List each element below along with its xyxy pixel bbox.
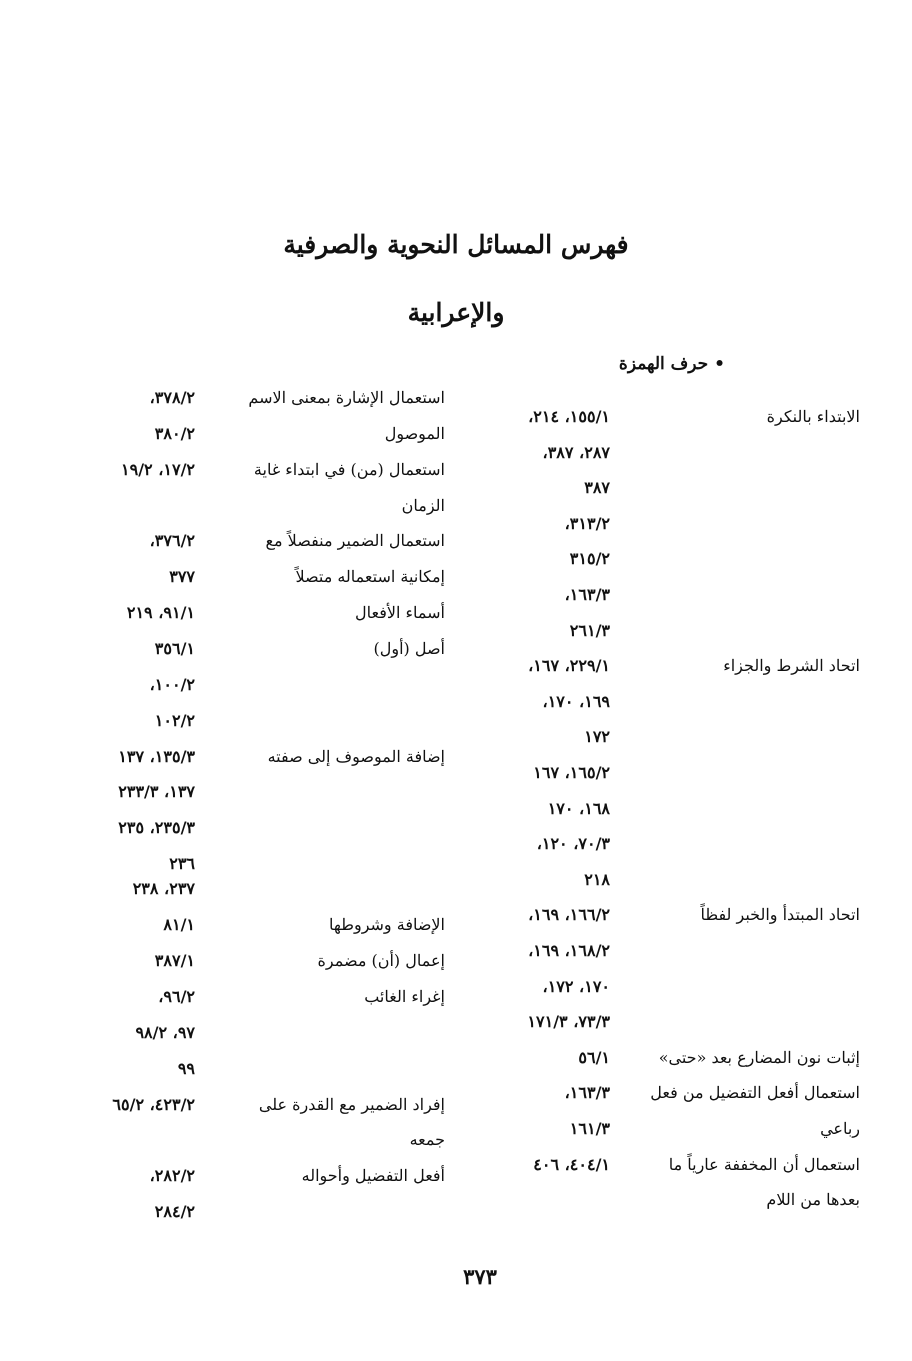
index-entry-page-refs: ١٦٩، ١٧٠، (542, 691, 610, 711)
page-number: ٣٧٣ (463, 1264, 497, 1289)
index-entry-label: إغراء الغائب (364, 986, 445, 1006)
section-heading-text: حرف الهمزة (618, 354, 709, 374)
index-entry-page-refs: ٤٢٣/٢، ٦٥/٢ (112, 1094, 195, 1114)
index-entry-label: إمكانية استعماله متصلاً (295, 567, 445, 587)
index-entry-page-refs: ٢٣٧، ٢٣٨ (132, 879, 195, 899)
index-entry-page-refs: ٢٣٥/٣، ٢٣٥ (118, 818, 195, 838)
index-entry-page-refs: ٥٦/١ (578, 1047, 610, 1067)
index-entry-page-refs: ٣١٥/٢ (569, 549, 610, 569)
index-entry-label: أصل (أول) (373, 638, 445, 658)
index-entry-page-refs: ٩٧، ٩٨/٢ (135, 1022, 195, 1042)
index-entry-label: الإضافة وشروطها (328, 915, 445, 935)
index-entry-page-refs: ٢٢٩/١، ١٦٧، (528, 656, 610, 676)
index-entry-page-refs: ١٧/٢، ١٩/٢ (121, 459, 195, 479)
index-entry-page-refs: ٣٧٨/٢، (149, 388, 195, 407)
index-entry-page-refs: ١٣٧، ٢٣٣/٣ (118, 782, 195, 802)
index-entry-page-refs: ١٥٥/١، ٢١٤، (528, 407, 610, 426)
index-entry-page-refs: ١٧٢ (584, 727, 610, 747)
index-entry-page-refs: ١٦٦/٢، ١٦٩، (528, 905, 610, 925)
index-entry-page-refs: ٧٠/٣، ١٢٠، (536, 834, 610, 854)
index-entry-page-refs: ١٦٨، ١٧٠ (547, 798, 610, 818)
index-entry-page-refs: ١٠٢/٢ (154, 710, 195, 730)
index-entry-page-refs: ٣٨٧ (584, 478, 610, 498)
index-entry-label: الزمان (401, 495, 445, 515)
index-entry-page-refs: ٣١٣/٢، (564, 513, 610, 533)
index-entry-label: إثبات نون المضارع بعد «حتى» (658, 1047, 860, 1067)
index-entry-page-refs: ٢٣٦ (169, 854, 195, 874)
index-entry-label: استعمال الضمير منفصلاً مع (265, 531, 445, 551)
index-entry-label: اتحاد الشرط والجزاء (723, 656, 860, 676)
index-entry-page-refs: ٣٥٦/١ (154, 638, 195, 658)
index-entry-label: جمعه (409, 1130, 445, 1150)
index-entry-label: بعدها من اللام (766, 1190, 860, 1210)
index-entry-page-refs: ٤٠٤/١، ٤٠٦ (533, 1154, 610, 1174)
index-entry-label: الموصول (384, 423, 445, 443)
index-entry-page-refs: ٩٦/٢، (158, 986, 195, 1006)
index-entry-label: رباعي (820, 1119, 860, 1138)
index-entry-page-refs: ١٦٣/٣، (564, 1083, 610, 1103)
index-entry-page-refs: ٧٣/٣، ١٧١/٣ (527, 1012, 610, 1032)
index-entry-label: إضافة الموصوف إلى صفته (267, 746, 445, 766)
index-entry-page-refs: ٩١/١، ٢١٩ (126, 603, 195, 623)
index-entry-page-refs: ١٦٣/٣، (564, 585, 610, 604)
index-entry-page-refs: ٢٦١/٣ (569, 620, 610, 640)
index-entry-label: أسماء الأفعال (354, 603, 445, 623)
page-title: فهرس المسائل النحوية والصرفية (283, 230, 629, 259)
index-entry-page-refs: ١٦٥/٢، ١٦٧ (533, 763, 610, 782)
index-entry-page-refs: ٢٨٧، ٣٨٧، (542, 442, 610, 462)
index-entry-label: اتحاد المبتدأ والخبر لفظاً (700, 905, 860, 925)
index-entry-page-refs: ٣٨٠/٢ (154, 423, 195, 443)
index-entry-page-refs: ١٠٠/٢، (149, 674, 195, 694)
index-entry-label: استعمال (من) في ابتداء غاية (253, 459, 445, 479)
index-entry-page-refs: ٢٨٤/٢ (154, 1202, 195, 1222)
index-entry-label: استعمال أن المخففة عارياً ما (668, 1154, 860, 1174)
section-heading: • حرف الهمزة (619, 354, 725, 374)
index-entry-page-refs: ٨١/١ (163, 915, 195, 935)
index-entry-page-refs: ١٧٠، ١٧٢، (542, 976, 610, 996)
index-entry-page-refs: ١٦١/٣ (569, 1119, 610, 1138)
page-title-continued: والإعرابية (407, 298, 505, 327)
index-entry-label: استعمال الإشارة بمعنى الاسم (248, 388, 445, 407)
index-entry-page-refs: ٣٧٦/٢، (149, 531, 195, 551)
index-entry-label: أفعل التفضيل وأحواله (301, 1166, 445, 1186)
index-entry-label: إفراد الضمير مع القدرة على (258, 1094, 445, 1114)
index-entry-page-refs: ١٣٥/٣، ١٣٧ (118, 746, 195, 766)
index-entry-label: الابتداء بالنكرة (766, 407, 860, 426)
index-entry-label: إعمال (أن) مضمرة (317, 951, 446, 971)
index-entry-page-refs: ١٦٨/٢، ١٦٩، (528, 941, 610, 960)
index-entry-page-refs: ٣٧٧ (169, 567, 195, 587)
index-entry-page-refs: ٣٨٧/١ (154, 951, 195, 971)
index-entry-label: استعمال أفعل التفضيل من فعل (650, 1083, 860, 1103)
index-entry-page-refs: ٢٨٢/٢، (149, 1166, 195, 1186)
index-entry-page-refs: ٩٩ (177, 1058, 195, 1078)
index-entry-page-refs: ٢١٨ (584, 869, 610, 889)
bullet-icon: • (714, 354, 725, 374)
